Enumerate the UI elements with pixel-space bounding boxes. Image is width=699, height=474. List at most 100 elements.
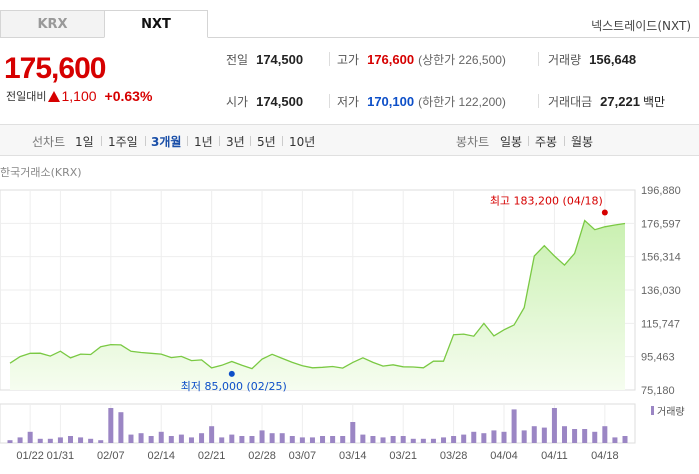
volume-bar — [551, 408, 557, 443]
tab-nxt[interactable]: NXT — [104, 10, 208, 38]
period-1w[interactable]: 1주일 — [108, 135, 138, 149]
stat-label: 거래량 — [548, 53, 582, 67]
volume-bar — [118, 412, 124, 443]
stat-label: 거래대금 — [548, 95, 593, 109]
volume-bar — [491, 430, 497, 443]
divider — [564, 136, 565, 146]
change-amount: 1,100 — [61, 88, 97, 104]
lower-limit: (하한가 122,200) — [418, 95, 506, 109]
volume-bar — [521, 430, 527, 443]
volume-bar — [17, 437, 23, 443]
stat-label: 시가 — [226, 95, 249, 109]
divider — [282, 136, 283, 146]
stat-open: 시가 174,500 — [226, 93, 303, 110]
volume-bar — [239, 436, 245, 443]
divider — [187, 136, 188, 146]
volume-bar — [481, 433, 487, 443]
exchange-name: 넥스트레이드(NXT) — [591, 19, 691, 33]
price-area — [10, 220, 625, 390]
tab-divider — [208, 37, 699, 38]
volume-bar — [420, 438, 426, 443]
volume-bar — [380, 437, 386, 443]
volume-bar — [461, 434, 467, 443]
upper-limit: (상한가 226,500) — [418, 53, 506, 67]
volume-bar — [350, 422, 356, 443]
volume-bar — [209, 426, 215, 443]
volume-bar — [188, 437, 194, 443]
volume-bar — [229, 434, 235, 443]
volume-bar — [57, 437, 63, 443]
volume-bar — [27, 431, 33, 443]
period-1d[interactable]: 1일 — [75, 135, 94, 149]
candle-weekly[interactable]: 주봉 — [535, 135, 558, 149]
stat-value: 156,648 — [589, 52, 637, 67]
divider — [329, 52, 330, 66]
stat-value: 27,221 — [600, 94, 640, 109]
stat-label: 전일 — [226, 53, 249, 67]
change-percent: +0.63% — [104, 88, 153, 104]
volume-bar — [67, 436, 73, 443]
price-change: 전일대비 1,100 +0.63% — [6, 88, 152, 104]
volume-bar — [441, 437, 447, 443]
volume-bar — [330, 436, 336, 443]
volume-bar — [128, 434, 134, 443]
y-tick-label: 95,463 — [641, 352, 675, 364]
candle-daily[interactable]: 일봉 — [500, 135, 523, 149]
exchange-tabs: KRX NXT — [0, 10, 208, 38]
stat-value: 170,100 — [367, 94, 415, 109]
volume-bar — [309, 437, 315, 443]
x-tick-label: 03/28 — [440, 450, 468, 462]
period-3m[interactable]: 3개월 — [151, 135, 182, 149]
x-tick-label: 04/18 — [591, 450, 619, 462]
volume-bar — [400, 436, 406, 443]
volume-bar — [390, 436, 396, 443]
tab-krx[interactable]: KRX — [0, 10, 104, 38]
stat-value: 174,500 — [256, 52, 304, 67]
volume-bar — [178, 434, 184, 443]
volume-bar — [471, 431, 477, 443]
low-marker — [228, 370, 235, 377]
volume-bar — [7, 440, 13, 443]
stat-amount: 거래대금 27,221 백만 — [548, 93, 665, 110]
volume-bar — [430, 438, 436, 443]
period-10y[interactable]: 10년 — [289, 135, 316, 149]
volume-bar — [602, 426, 608, 443]
stat-high: 고가 176,600 (상한가 226,500) — [337, 51, 506, 68]
divider — [145, 136, 146, 146]
change-label: 전일대비 — [6, 90, 47, 103]
volume-bar — [320, 436, 326, 443]
candle-monthly[interactable]: 월봉 — [571, 135, 594, 149]
stat-label: 고가 — [337, 53, 360, 67]
volume-bar — [451, 436, 457, 443]
period-bar: 선차트 1일 1주일 3개월 1년 3년 5년 10년 봉차트 일봉 주봉 월봉 — [0, 124, 699, 156]
volume-bar — [531, 426, 537, 443]
volume-bar — [622, 436, 628, 443]
chart-source: 한국거래소(KRX) — [0, 166, 82, 179]
volume-bar — [582, 429, 588, 443]
y-tick-label: 196,880 — [641, 185, 681, 197]
volume-bar — [158, 431, 164, 443]
period-5y[interactable]: 5년 — [257, 135, 276, 149]
x-tick-label: 03/07 — [289, 450, 317, 462]
divider — [538, 94, 539, 108]
volume-bar — [88, 438, 94, 443]
volume-bar — [501, 431, 507, 443]
stat-unit: 백만 — [642, 95, 666, 109]
stat-value: 174,500 — [256, 94, 304, 109]
volume-bar — [168, 436, 174, 443]
volume-bar — [37, 438, 43, 443]
x-tick-label: 03/14 — [339, 450, 367, 462]
stat-low: 저가 170,100 (하한가 122,200) — [337, 93, 506, 110]
volume-bar — [47, 438, 53, 443]
period-1y[interactable]: 1년 — [194, 135, 213, 149]
volume-legend-swatch — [651, 406, 654, 415]
divider — [538, 52, 539, 66]
volume-bar — [219, 437, 225, 443]
volume-bar — [78, 437, 84, 443]
volume-bar — [572, 429, 578, 443]
x-tick-label: 02/28 — [248, 450, 276, 462]
volume-bar — [612, 437, 618, 443]
period-3y[interactable]: 3년 — [226, 135, 245, 149]
y-tick-label: 115,747 — [641, 318, 680, 330]
